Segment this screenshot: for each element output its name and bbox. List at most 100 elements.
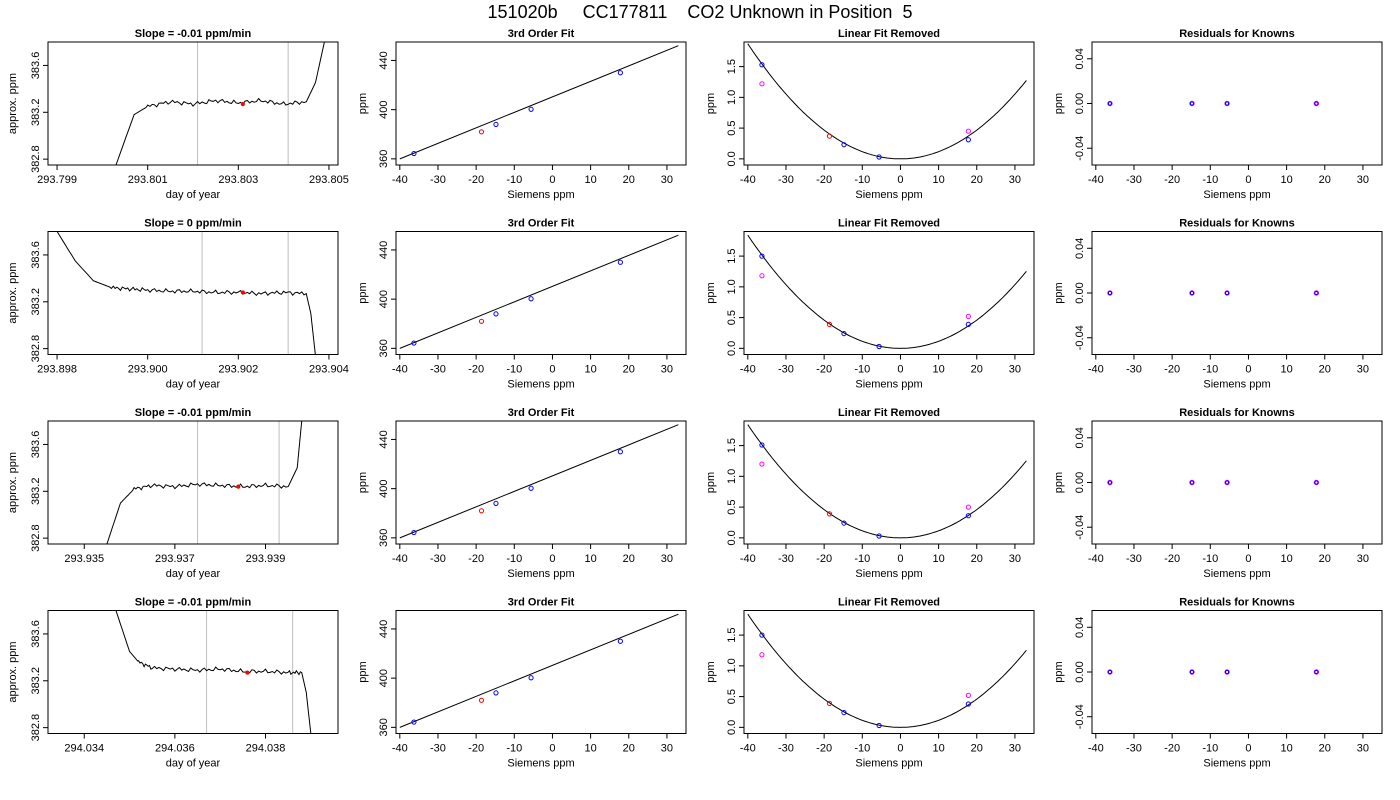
x-tick-label: 30 xyxy=(1357,364,1369,376)
y-tick-label: 360 xyxy=(378,339,390,357)
y-axis-label: ppm xyxy=(1053,472,1065,493)
fit-line xyxy=(399,234,679,349)
y-tick-label: 0.0 xyxy=(726,720,738,735)
y-tick-label: 0.00 xyxy=(1074,472,1086,493)
x-axis-label: Siemens ppm xyxy=(1203,379,1270,391)
x-tick-label: 293.937 xyxy=(155,553,195,565)
panel-r2-c3: Linear Fit Removed -40 -30 -20 -10 0 10 20 30 0.0… xyxy=(705,218,1035,391)
residual-point-outer xyxy=(1313,290,1320,296)
x-tick-label: 0 xyxy=(1245,553,1251,565)
panel-title: Slope = -0.01 ppm/min xyxy=(135,28,252,40)
y-tick-label: 400 xyxy=(378,290,390,308)
data-point xyxy=(876,154,882,160)
y-axis-label: ppm xyxy=(705,282,717,303)
fit-line xyxy=(399,45,679,160)
x-tick-label: -40 xyxy=(740,174,756,186)
data-point xyxy=(759,273,765,279)
x-tick-label: -10 xyxy=(506,553,522,565)
y-tick-label: 1.0 xyxy=(726,658,738,673)
x-tick-label: 10 xyxy=(932,174,944,186)
x-tick-label: 0 xyxy=(897,364,903,376)
data-point xyxy=(759,253,765,259)
x-tick-label: 293.805 xyxy=(309,174,349,186)
y-tick-label: 440 xyxy=(378,241,390,259)
y-axis-label: approx. ppm xyxy=(7,73,19,134)
x-tick-label: 0 xyxy=(1245,174,1251,186)
panel-title: 3rd Order Fit xyxy=(508,218,575,230)
x-tick-label: -40 xyxy=(1088,553,1104,565)
fit-curve xyxy=(747,424,1027,539)
data-point xyxy=(528,106,534,112)
panel-r3-c1: Slope = -0.01 ppm/min 293.935 293.937 293.9… xyxy=(7,407,339,580)
panel-r2-c1: Slope = 0 ppm/min 293.898 293.900 293.902 29… xyxy=(7,218,349,391)
data-point xyxy=(965,692,971,698)
panel-r1-c1: Slope = -0.01 ppm/min 293.799 293.801 293.8… xyxy=(7,28,349,201)
x-tick-label: 20 xyxy=(1319,553,1331,565)
x-tick-label: -30 xyxy=(778,174,794,186)
residual-point xyxy=(1107,101,1113,106)
y-axis-label: ppm xyxy=(357,661,369,682)
residual-point-outer xyxy=(1313,479,1320,486)
data-point xyxy=(478,129,485,135)
y-tick-label: -0.04 xyxy=(1074,136,1086,161)
residual-point xyxy=(1314,290,1319,296)
y-tick-label: 440 xyxy=(378,430,390,448)
residual-point xyxy=(1189,101,1195,106)
data-point xyxy=(965,321,971,327)
data-series-line xyxy=(115,42,325,165)
x-tick-label: 0 xyxy=(897,743,903,755)
fit-line xyxy=(399,424,679,539)
x-tick-label: 10 xyxy=(1280,743,1292,755)
sample-marker xyxy=(236,484,241,489)
fit-line xyxy=(399,613,679,728)
y-tick-label: 382.8 xyxy=(30,714,42,742)
plot-frame xyxy=(1091,231,1383,355)
x-tick-label: 30 xyxy=(1009,364,1021,376)
plot-area xyxy=(399,613,679,728)
plot-area xyxy=(1107,669,1320,675)
data-series-line xyxy=(56,231,316,355)
residual-point-outer xyxy=(1107,479,1113,486)
y-tick-label: 382.8 xyxy=(30,335,42,363)
x-tick-label: 30 xyxy=(1009,743,1021,755)
x-tick-label: -30 xyxy=(430,553,446,565)
residual-point-outer xyxy=(1189,669,1195,675)
residual-point xyxy=(1314,101,1319,106)
y-tick-label: 360 xyxy=(378,529,390,547)
y-tick-label: 383.6 xyxy=(30,620,42,648)
y-tick-label: 360 xyxy=(378,150,390,168)
x-tick-label: -20 xyxy=(816,174,832,186)
x-tick-label: 30 xyxy=(661,553,673,565)
y-tick-label: 0.5 xyxy=(726,120,738,135)
panel-title: Slope = -0.01 ppm/min xyxy=(135,407,252,419)
x-tick-label: -20 xyxy=(816,364,832,376)
x-tick-label: 20 xyxy=(1319,743,1331,755)
x-tick-label: -10 xyxy=(854,553,870,565)
x-tick-label: 0 xyxy=(897,553,903,565)
data-point xyxy=(411,340,417,346)
sample-marker xyxy=(240,101,245,107)
x-axis-label: Siemens ppm xyxy=(855,568,922,580)
plot-frame xyxy=(47,231,339,355)
y-axis-label: ppm xyxy=(705,661,717,682)
x-axis-label: Siemens ppm xyxy=(855,758,922,770)
residual-point-outer xyxy=(1107,290,1113,296)
plot-frame xyxy=(743,231,1035,355)
plot-frame xyxy=(395,610,687,734)
y-tick-label: 1.5 xyxy=(726,59,738,74)
panel-title: Linear Fit Removed xyxy=(838,597,940,609)
y-tick-label: 0.0 xyxy=(726,530,738,545)
panel-r1-c4: Residuals for Knowns -40 -30 -20 -10 0 10 20 30 -… xyxy=(1053,28,1383,201)
y-axis-label: ppm xyxy=(357,472,369,493)
x-tick-label: -30 xyxy=(1126,743,1142,755)
x-tick-label: 20 xyxy=(623,553,635,565)
y-tick-label: 0.5 xyxy=(726,310,738,325)
residual-point xyxy=(1224,101,1230,106)
data-point xyxy=(759,461,765,467)
fit-curve xyxy=(747,43,1027,160)
x-tick-label: -20 xyxy=(1164,174,1180,186)
panel-title: Residuals for Knowns xyxy=(1179,407,1295,419)
x-axis-label: day of year xyxy=(166,758,221,770)
x-axis-label: day of year xyxy=(166,189,221,201)
x-tick-label: -10 xyxy=(854,364,870,376)
